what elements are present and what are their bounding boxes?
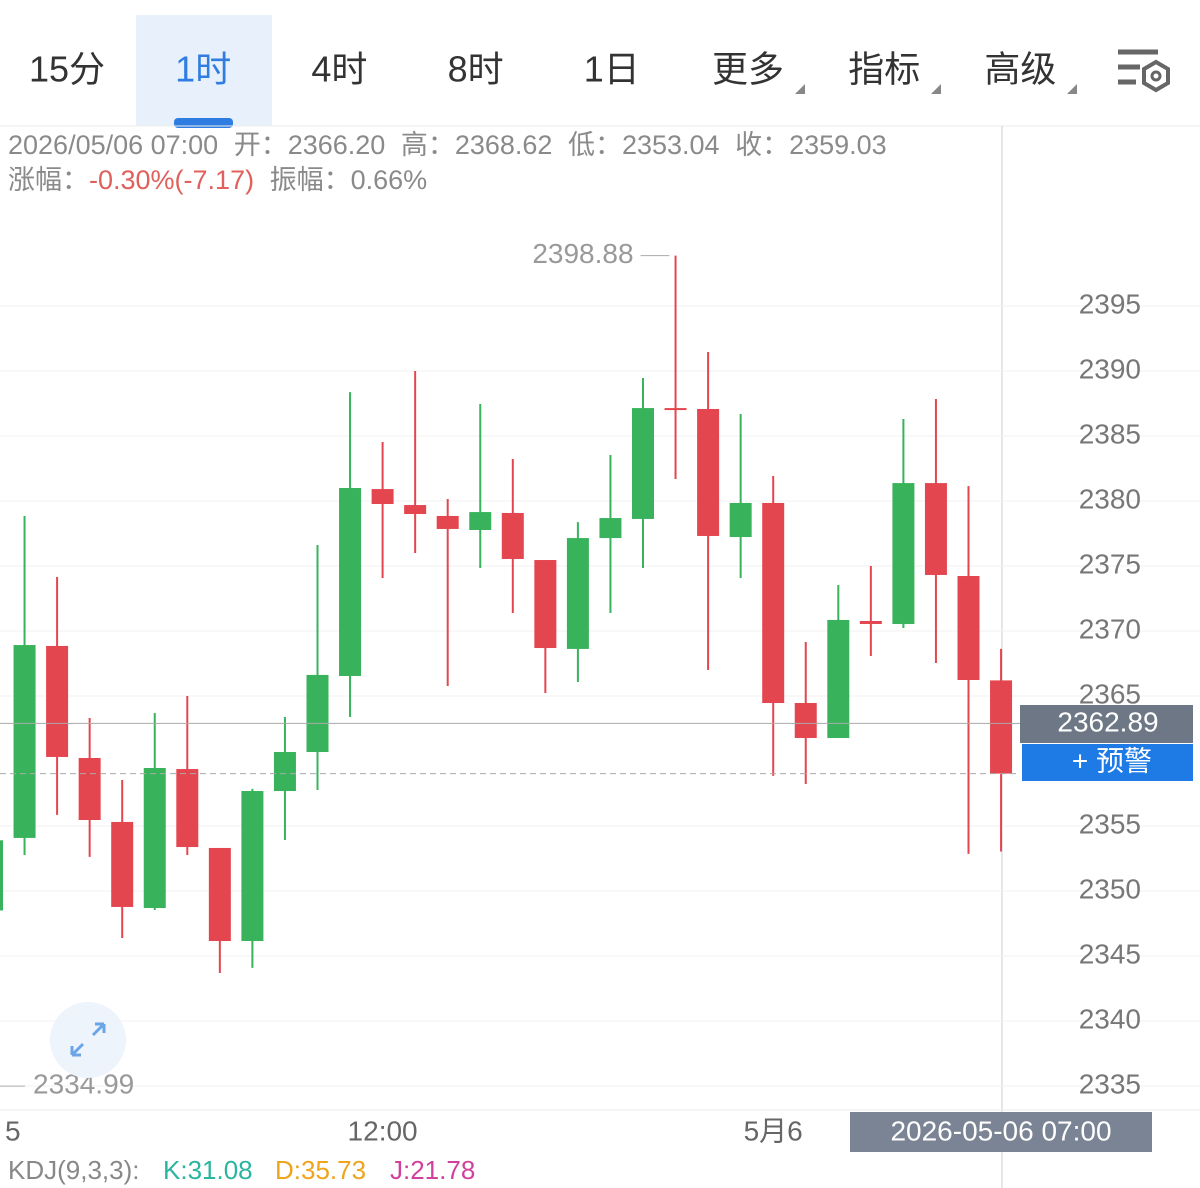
tab[interactable]: 1日 [584,49,640,90]
dropdown-caret [931,84,941,94]
last-price-box [1020,705,1193,743]
y-tick-label: 2340 [1079,1003,1141,1034]
info-label: 开： [234,130,288,160]
tab[interactable]: 高级 [984,49,1056,90]
candle-body [534,560,557,649]
info-label: 振幅： [270,165,351,195]
candle-body [794,703,817,738]
candle-body [501,512,524,559]
indicator-k: K:31.08 [163,1155,253,1185]
x-tick-label: 5月6 [744,1115,803,1146]
dropdown-caret [795,84,805,94]
overlay: 2362.89 + 预警 2026-05-06 07:00 [0,705,1193,1152]
y-tick-label: 2375 [1079,548,1141,579]
tab[interactable]: 15分 [29,49,105,90]
info-value: 0.66% [351,165,428,195]
y-tick-label: 2385 [1079,418,1141,449]
indicator-d: D:35.73 [275,1155,366,1185]
change-info: 涨幅：-0.30%(-7.17) 振幅：0.66% [8,165,427,195]
ohlc-info: 2026/05/06 07:00 开：2366.20 高：2368.62 低：2… [8,130,887,160]
info-change: -0.30%(-7.17) [89,165,254,195]
info-value: 2366.20 [288,130,386,160]
tab[interactable]: 8时 [448,49,504,90]
candle-body [176,769,199,848]
y-tick-label: 2350 [1079,873,1141,904]
x-tick-label: 12:00 [348,1115,418,1146]
candle-body [339,488,362,676]
indicator-j: J:21.78 [390,1155,475,1185]
y-tick-label: 2395 [1079,288,1141,319]
info-label: 低： [568,130,622,160]
candle-body [469,512,492,530]
tab[interactable]: 更多 [712,49,784,90]
candle-body [892,483,915,624]
info-label: 高： [401,130,455,160]
candle-body [697,408,720,536]
tab[interactable]: 指标 [848,49,920,90]
candle-body [111,821,134,907]
candle-body [371,489,394,505]
candle-body [924,483,947,575]
candle-body [241,791,264,942]
expand-button[interactable] [50,1002,126,1078]
max-label: 2398.88 [532,238,633,269]
candle-body [46,645,69,757]
candle-body [990,680,1013,774]
candle-body [957,576,980,681]
y-tick-label: 2365 [1079,678,1141,709]
info-time: 2026/05/06 07:00 [8,130,218,160]
candle-body [762,502,785,704]
candle-body [566,538,589,649]
candle-body [827,619,850,738]
y-tick-label: 2370 [1079,613,1141,644]
info-label: 涨幅： [8,165,89,195]
candle-body [599,518,622,539]
candle-body [78,757,101,820]
y-tick-label: 2355 [1079,808,1141,839]
info-value: 2359.03 [789,130,887,160]
dropdown-caret [1067,84,1077,94]
candle-body [729,502,752,538]
info-value: 2368.62 [455,130,553,160]
tab[interactable]: 4时 [311,49,367,90]
selected-tab-bg [136,15,272,126]
candle-body [664,408,687,411]
x-tick-label: 5 [5,1115,21,1146]
info-label: 收： [735,130,789,160]
candle-body [632,408,654,519]
indicator-name: KDJ(9,3,3): [8,1155,140,1185]
expand-icon [70,1022,106,1057]
candle-body [859,620,882,624]
candle-body [0,840,3,911]
candle-body [404,505,427,515]
candle-body [13,645,36,838]
y-tick-label: 2345 [1079,938,1141,969]
crosshair-label-box [850,1112,1152,1152]
candle-body [208,847,231,942]
tab[interactable]: 1时 [175,49,231,90]
candle-body [143,768,166,909]
plot: 2335 2340 2345 2350 2355 2365 2370 2375 2380 2385… [0,238,1200,1146]
y-tick-label: 2390 [1079,353,1141,384]
y-tick-label: 2380 [1079,483,1141,514]
candle-body [306,674,329,753]
settings-icon[interactable] [1118,49,1170,93]
y-tick-label: 2335 [1079,1068,1141,1099]
info-value: 2353.04 [622,130,720,160]
candle-body [436,515,459,529]
candle-body [273,752,296,792]
alert-button-bg[interactable] [1022,744,1193,781]
last-price-label: 2362.89 [1057,706,1158,737]
alert-button[interactable]: + 预警 [1072,745,1152,776]
crosshair-label: 2026-05-06 07:00 [890,1115,1111,1146]
